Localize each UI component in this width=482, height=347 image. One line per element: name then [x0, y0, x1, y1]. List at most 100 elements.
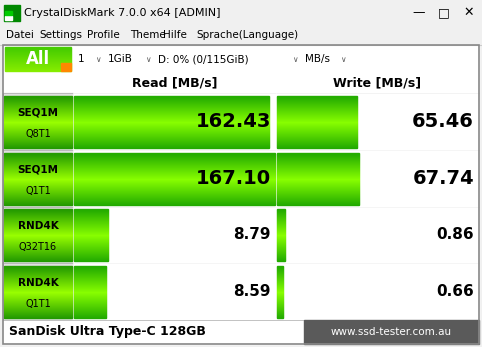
Bar	[277, 164, 360, 166]
Bar	[74, 257, 108, 258]
Bar	[277, 116, 357, 117]
Bar	[5, 11, 12, 15]
Bar	[4, 256, 72, 257]
Bar	[276, 93, 479, 150]
Bar	[4, 249, 72, 250]
Bar	[74, 132, 269, 133]
Bar	[277, 102, 357, 103]
Bar	[74, 145, 269, 146]
Bar	[74, 160, 275, 161]
Bar	[277, 109, 357, 110]
Bar	[74, 128, 269, 129]
Bar	[277, 310, 283, 311]
Bar	[4, 152, 72, 153]
Bar	[74, 317, 106, 318]
Bar	[74, 174, 275, 175]
Bar	[4, 163, 72, 164]
Bar	[5, 63, 71, 64]
Bar	[74, 137, 269, 138]
Bar	[74, 227, 108, 228]
Bar	[277, 250, 285, 251]
Bar	[4, 110, 72, 111]
Bar	[277, 222, 285, 223]
Bar	[4, 279, 72, 280]
Bar	[277, 96, 357, 97]
Bar	[4, 290, 72, 291]
Bar	[74, 192, 275, 193]
Bar	[4, 187, 72, 188]
Bar	[4, 214, 72, 215]
Bar	[4, 283, 72, 284]
Bar	[277, 113, 357, 114]
Bar	[4, 284, 72, 285]
Text: 65.46: 65.46	[412, 112, 474, 131]
Bar	[277, 233, 285, 234]
Bar	[277, 234, 285, 235]
Bar	[4, 281, 72, 282]
Bar	[74, 298, 106, 299]
Bar	[74, 276, 106, 277]
Bar	[74, 273, 106, 274]
Bar	[3, 45, 479, 344]
Bar	[277, 306, 283, 307]
Bar	[4, 140, 72, 141]
Bar	[4, 174, 72, 175]
Bar	[74, 172, 275, 174]
Bar	[4, 293, 72, 294]
Bar	[277, 195, 360, 196]
Bar	[74, 153, 275, 154]
Bar	[74, 96, 269, 97]
Bar	[277, 160, 360, 161]
Text: Sprache(Language): Sprache(Language)	[196, 30, 298, 40]
Bar	[277, 133, 357, 134]
Bar	[4, 309, 72, 310]
Bar	[4, 145, 72, 146]
Bar	[74, 284, 106, 285]
Bar	[4, 232, 72, 233]
Bar	[4, 128, 72, 129]
Bar	[74, 215, 108, 216]
Bar	[74, 253, 108, 254]
Bar	[277, 175, 360, 176]
Bar	[277, 131, 357, 132]
Bar	[277, 279, 283, 280]
Bar	[4, 126, 72, 127]
Bar	[277, 220, 285, 221]
Bar	[277, 161, 360, 162]
Bar	[4, 139, 72, 140]
Bar	[5, 70, 71, 71]
Bar	[74, 280, 106, 281]
Bar	[74, 219, 108, 220]
Text: □: □	[438, 6, 450, 19]
Bar	[277, 286, 283, 287]
Bar	[74, 144, 269, 145]
Bar	[74, 169, 275, 170]
Bar	[74, 225, 108, 226]
Bar	[277, 103, 357, 104]
Text: ∨: ∨	[292, 54, 297, 64]
Bar	[4, 310, 72, 311]
Bar	[4, 304, 72, 305]
Bar	[74, 177, 275, 178]
Bar	[74, 222, 108, 223]
Text: 167.10: 167.10	[196, 169, 271, 188]
Bar	[5, 56, 71, 57]
Bar	[277, 254, 285, 255]
Bar	[277, 246, 285, 247]
Bar	[4, 274, 72, 275]
Bar	[277, 203, 360, 204]
Bar	[4, 231, 72, 232]
Bar	[277, 172, 360, 174]
Bar	[4, 248, 72, 249]
Bar	[4, 198, 72, 200]
Bar	[277, 316, 283, 317]
Bar	[4, 243, 72, 244]
Bar	[74, 268, 106, 269]
Bar	[277, 176, 360, 177]
Bar	[277, 177, 360, 178]
Bar	[4, 230, 72, 231]
Bar	[4, 172, 72, 174]
Bar	[74, 251, 108, 252]
Bar	[74, 210, 108, 211]
Bar	[4, 287, 72, 288]
